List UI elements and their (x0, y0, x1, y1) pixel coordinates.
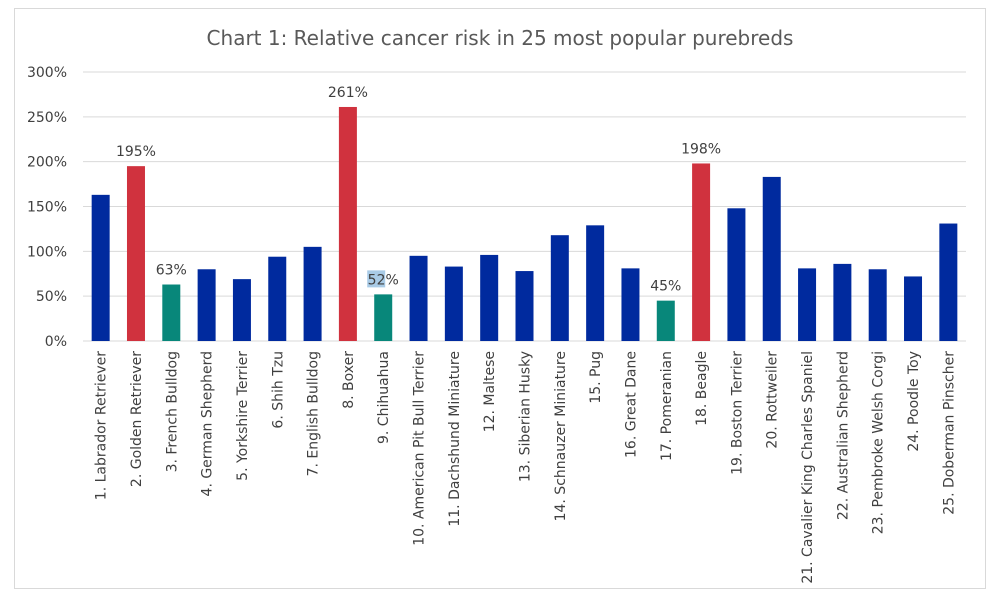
bar (480, 254, 499, 341)
data-label: 45% (650, 279, 681, 295)
x-tick-label: 22. Australian Shepherd (835, 351, 851, 520)
x-tick-label: 12. Maltese (482, 351, 498, 432)
bar (232, 279, 251, 341)
x-tick-label: 3. French Bulldog (164, 351, 180, 472)
data-label: 195% (116, 144, 156, 160)
bar (621, 268, 640, 341)
bar (550, 235, 569, 341)
bar (162, 284, 181, 341)
bar (515, 271, 534, 341)
y-tick-label: 100% (27, 244, 67, 260)
bar (762, 176, 781, 341)
x-tick-label: 19. Boston Terrier (729, 351, 745, 475)
x-tick-label: 17. Pomeranian (659, 351, 675, 461)
chart-frame (14, 8, 986, 589)
x-tick-label: 5. Yorkshire Terrier (235, 351, 251, 481)
x-tick-label: 4. German Shepherd (200, 351, 216, 496)
y-tick-label: 50% (36, 289, 67, 305)
bar (444, 266, 463, 341)
data-label: 63% (156, 263, 187, 279)
y-tick-label: 150% (27, 200, 67, 216)
bar (303, 246, 322, 341)
x-tick-label: 9. Chihuahua (376, 351, 392, 444)
y-tick-label: 250% (27, 110, 67, 126)
bar (338, 106, 357, 341)
x-tick-label: 21. Cavalier King Charles Spaniel (800, 351, 816, 584)
text-highlight (367, 270, 386, 288)
x-tick-label: 25. Doberman Pinscher (941, 351, 957, 515)
x-tick-label: 23. Pembroke Welsh Corgi (871, 351, 887, 534)
y-tick-label: 200% (27, 155, 67, 171)
bar (91, 194, 110, 341)
x-tick-label: 10. American Pit Bull Terrier (412, 351, 428, 546)
bar (374, 294, 393, 341)
bar (692, 163, 711, 341)
bar (409, 255, 428, 341)
data-label: 261% (328, 85, 368, 101)
x-tick-label: 6. Shih Tzu (270, 351, 286, 429)
x-tick-label: 13. Siberian Husky (518, 351, 534, 482)
x-tick-label: 15. Pug (588, 351, 604, 404)
bar (939, 223, 958, 341)
bar (268, 256, 287, 341)
x-tick-label: 20. Rottweiler (765, 351, 781, 449)
bar (904, 276, 923, 341)
bar (727, 208, 746, 341)
x-tick-label: 11. Dachshund Miniature (447, 351, 463, 527)
data-label: 198% (681, 141, 721, 157)
x-tick-label: 1. Labrador Retriever (94, 351, 110, 500)
bar (868, 269, 887, 341)
x-tick-label: 24. Poodle Toy (906, 351, 922, 452)
x-tick-label: 16. Great Dane (623, 351, 639, 458)
x-tick-label: 18. Beagle (694, 351, 710, 426)
x-tick-label: 8. Boxer (341, 351, 357, 409)
x-tick-label: 14. Schnauzer Miniature (553, 351, 569, 521)
bar (656, 300, 675, 341)
chart-title: Chart 1: Relative cancer risk in 25 most… (207, 26, 794, 50)
bar (833, 263, 852, 341)
x-tick-label: 2. Golden Retriever (129, 351, 145, 487)
y-tick-label: 0% (45, 334, 67, 350)
bar (126, 166, 145, 341)
bar (197, 269, 216, 341)
bar (586, 225, 605, 341)
y-tick-label: 300% (27, 65, 67, 81)
x-tick-label: 7. English Bulldog (306, 351, 322, 476)
bar (798, 268, 817, 341)
data-label: 52% (368, 272, 399, 288)
